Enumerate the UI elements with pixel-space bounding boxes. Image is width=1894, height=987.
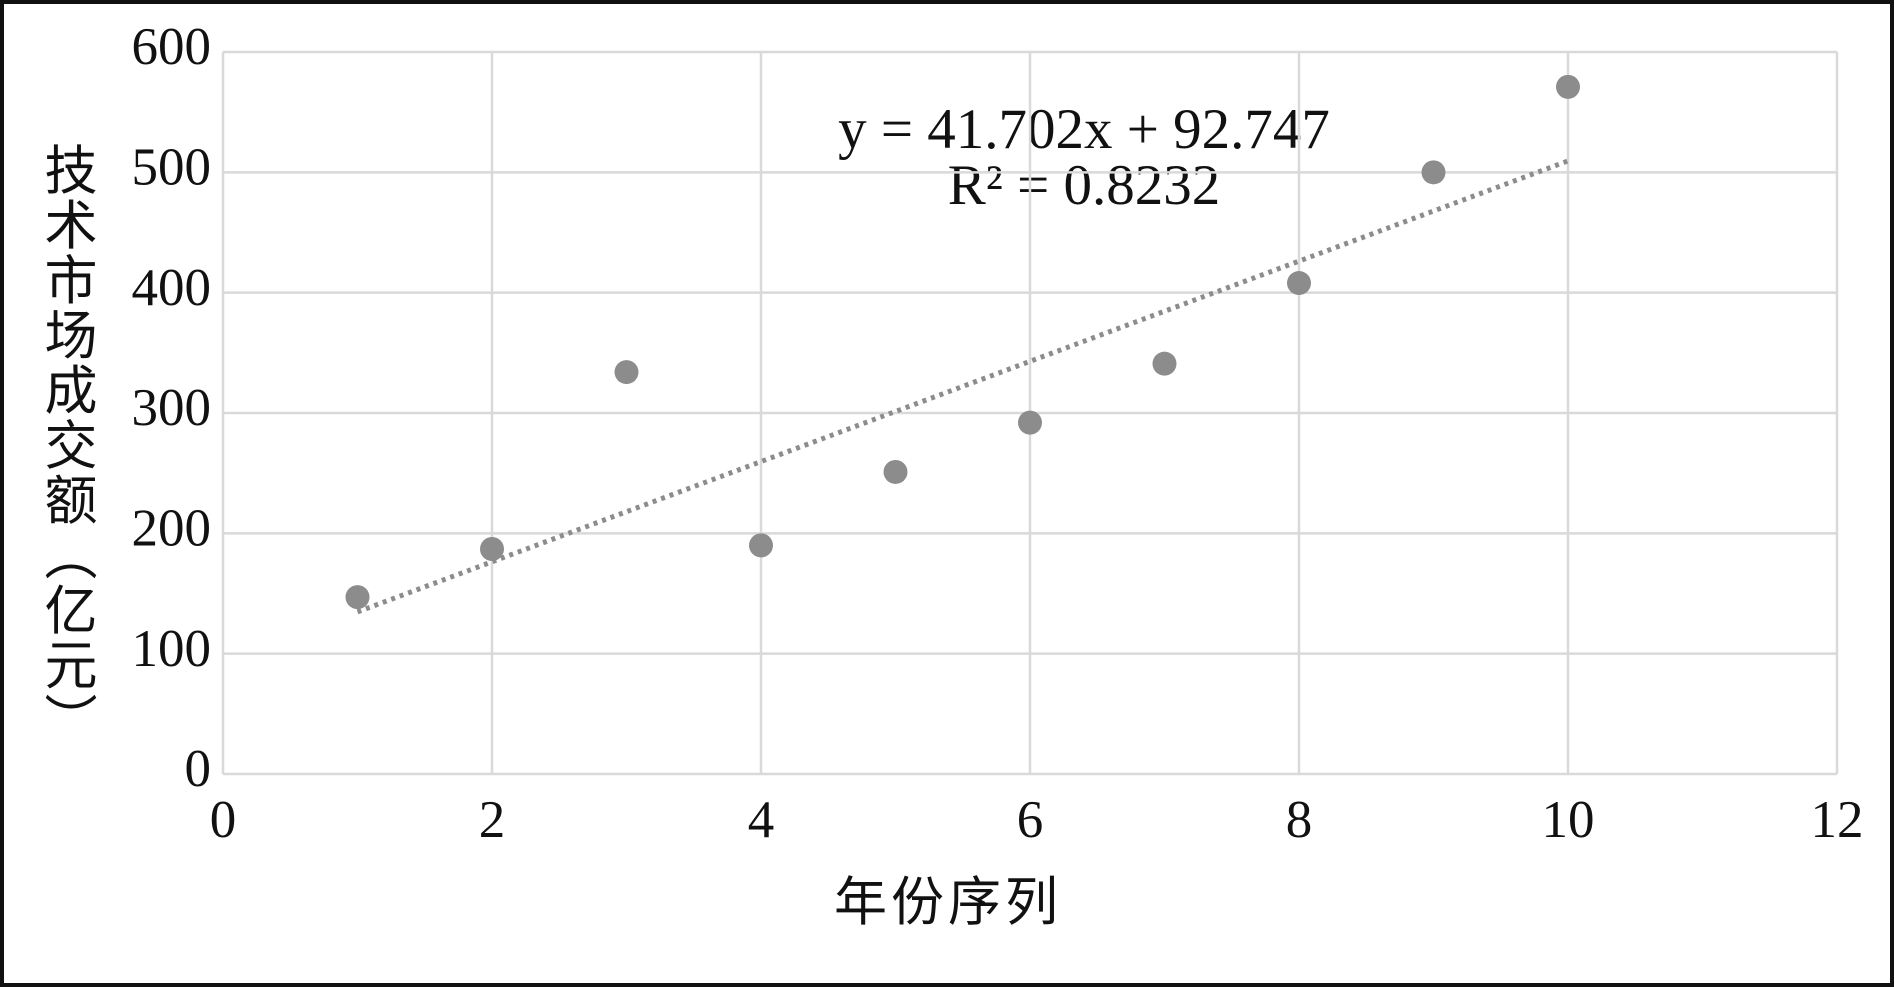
point [1018, 410, 1042, 435]
x-tick-label: 4 [748, 791, 775, 849]
x-tick-label: 0 [210, 791, 237, 849]
x-tick-label: 6 [1017, 791, 1044, 849]
y-tick-label: 200 [132, 499, 212, 557]
y-axis-title: 技术市场成交额（亿元） [37, 143, 97, 748]
y-tick-label: 300 [132, 379, 212, 437]
x-tick-label: 10 [1542, 791, 1595, 849]
x-tick-label: 12 [1811, 791, 1864, 849]
x-tick-label: 8 [1286, 791, 1313, 849]
point [749, 533, 773, 558]
point [1556, 74, 1580, 99]
point [480, 536, 504, 561]
x-tick-label: 2 [479, 791, 506, 849]
y-tick-label: 400 [132, 259, 212, 317]
point [1152, 351, 1177, 376]
trend-equation: y = 41.702x + 92.747 [838, 98, 1330, 161]
y-tick-label: 600 [132, 18, 212, 76]
x-axis-title: 年份序列 [834, 874, 1062, 932]
point [1421, 160, 1446, 185]
point [1287, 271, 1311, 296]
trend-r2: R² = 0.8232 [948, 154, 1221, 217]
y-tick-label: 100 [132, 620, 212, 678]
point [345, 585, 370, 610]
y-tick-label: 500 [132, 138, 212, 196]
point [883, 459, 908, 484]
point [614, 360, 639, 385]
y-tick-label: 0 [185, 740, 212, 798]
